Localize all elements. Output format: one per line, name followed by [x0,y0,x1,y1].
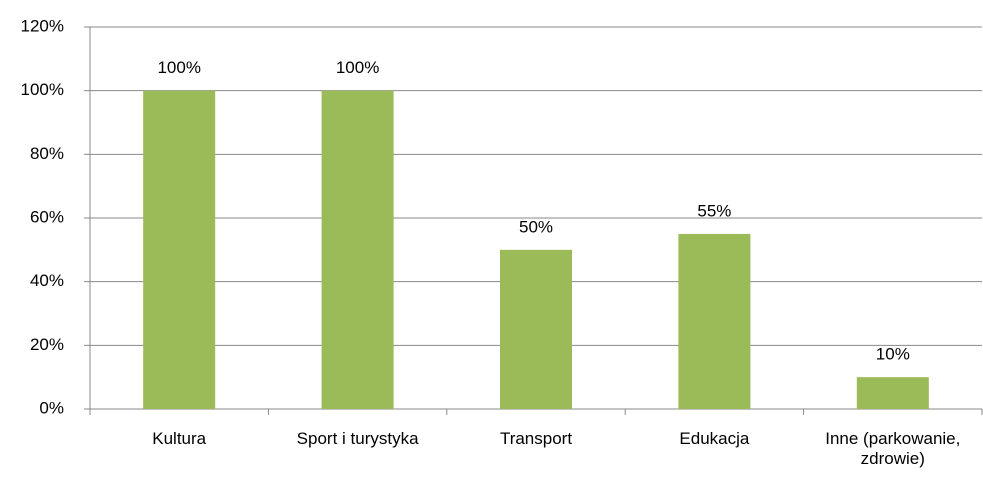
y-tick-label: 20% [30,335,64,354]
bar [678,233,751,409]
x-tick-label: Sport i turystyka [296,429,419,448]
data-label: 50% [519,217,553,236]
bar [321,90,394,410]
data-label: 100% [157,58,200,77]
x-tick-label: Transport [499,429,573,448]
data-label: 10% [876,345,910,364]
data-label: 55% [697,201,731,220]
x-tick-label: Kultura [152,429,207,448]
data-label: 100% [336,58,379,77]
bar [143,90,216,410]
x-tick-label: Edukacja [679,429,750,448]
x-tick-label: Inne (parkowanie, zdrowie) [825,429,961,468]
bar [500,249,572,409]
y-tick-label: 0% [39,398,64,417]
y-tick-label: 80% [30,144,64,163]
y-tick-label: 100% [21,80,64,99]
bar [856,377,929,409]
y-tick-label: 60% [30,207,64,226]
y-tick-label: 120% [21,16,64,35]
y-tick-label: 40% [30,271,64,290]
